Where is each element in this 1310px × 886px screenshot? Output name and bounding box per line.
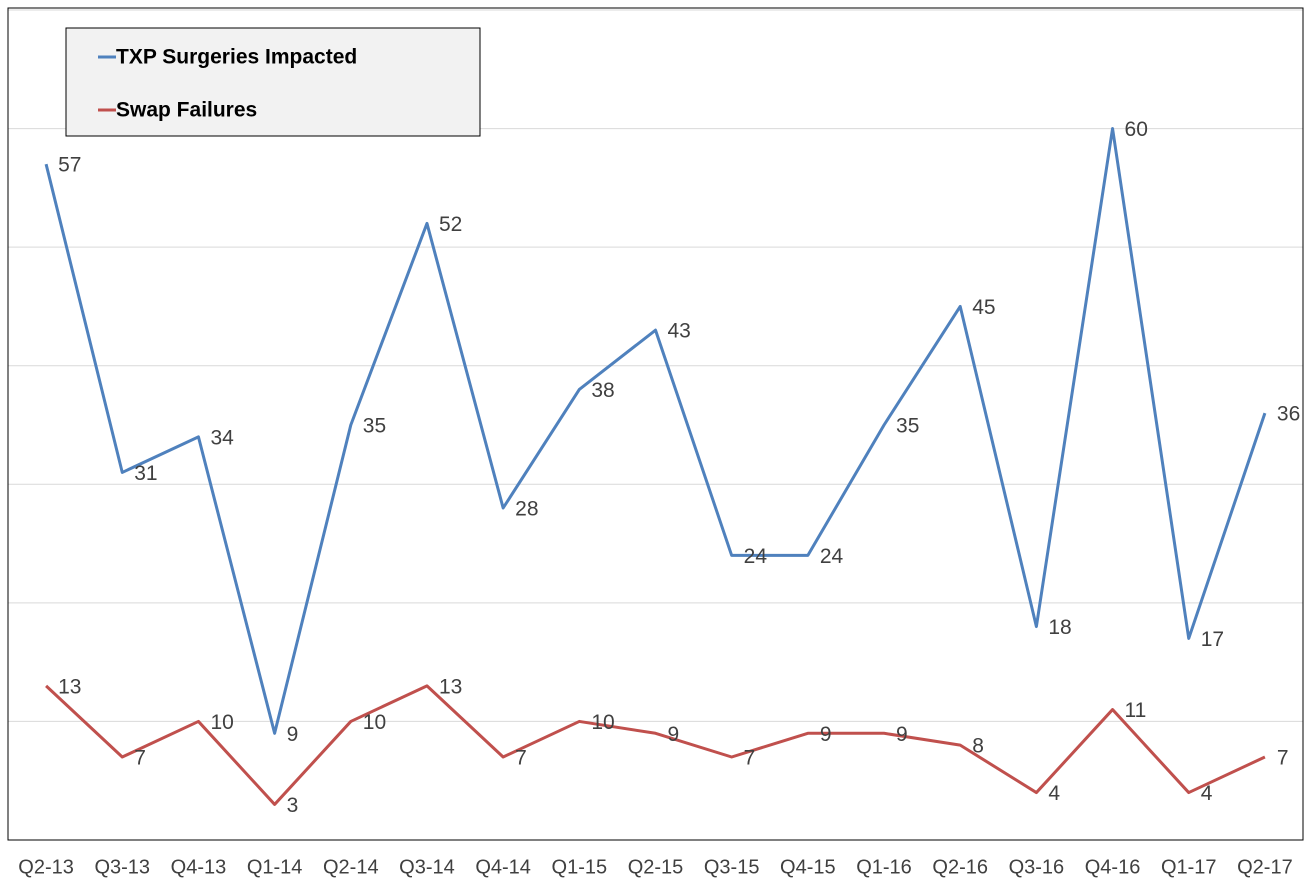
x-tick-label: Q1-15: [552, 856, 608, 878]
data-label: 38: [591, 379, 614, 402]
data-label: 10: [591, 711, 614, 734]
data-label: 43: [668, 320, 691, 343]
data-label: 7: [1277, 747, 1289, 770]
data-label: 13: [439, 675, 462, 698]
data-label: 24: [744, 545, 768, 568]
legend-label: TXP Surgeries Impacted: [116, 46, 357, 69]
x-tick-label: Q4-13: [171, 856, 227, 878]
x-tick-label: Q3-16: [1009, 856, 1065, 878]
x-tick-label: Q2-16: [932, 856, 988, 878]
data-label: 57: [58, 154, 81, 177]
data-label: 45: [972, 296, 995, 319]
data-label: 35: [896, 415, 919, 438]
data-label: 9: [896, 723, 908, 746]
x-tick-label: Q1-17: [1161, 856, 1217, 878]
data-label: 7: [744, 747, 756, 770]
data-label: 13: [58, 675, 81, 698]
x-tick-label: Q4-16: [1085, 856, 1141, 878]
data-label: 28: [515, 498, 538, 521]
data-label: 52: [439, 213, 462, 236]
data-label: 36: [1277, 403, 1300, 426]
x-tick-label: Q2-17: [1237, 856, 1293, 878]
data-label: 11: [1125, 699, 1147, 722]
series-line: [45, 684, 1266, 806]
data-label: 60: [1125, 118, 1148, 141]
data-label: 7: [134, 747, 146, 770]
x-tick-label: Q1-16: [856, 856, 912, 878]
x-tick-label: Q4-15: [780, 856, 836, 878]
data-label: 4: [1201, 782, 1213, 805]
data-label: 17: [1201, 628, 1224, 651]
data-label: 9: [668, 723, 680, 746]
data-label: 35: [363, 415, 386, 438]
data-label: 18: [1048, 616, 1071, 639]
legend-label: Swap Failures: [116, 99, 257, 122]
x-tick-label: Q3-13: [94, 856, 150, 878]
data-label: 7: [515, 747, 527, 770]
x-tick-label: Q3-15: [704, 856, 760, 878]
data-label: 9: [287, 723, 299, 746]
data-label: 10: [210, 711, 233, 734]
x-tick-label: Q2-13: [18, 856, 74, 878]
data-label: 9: [820, 723, 832, 746]
data-label: 31: [134, 462, 157, 485]
x-tick-label: Q2-15: [628, 856, 684, 878]
x-tick-label: Q4-14: [475, 856, 531, 878]
plot-frame: [7, 7, 1304, 841]
x-tick-label: Q2-14: [323, 856, 379, 878]
data-label: 3: [287, 794, 299, 817]
x-tick-label: Q3-14: [399, 856, 455, 878]
legend-box: [65, 27, 481, 137]
data-label: 10: [363, 711, 386, 734]
data-label: 4: [1048, 782, 1060, 805]
data-label: 8: [972, 735, 984, 758]
data-label: 34: [210, 426, 234, 449]
x-tick-label: Q1-14: [247, 856, 303, 878]
series-line: [44, 127, 1267, 735]
data-label: 24: [820, 545, 844, 568]
